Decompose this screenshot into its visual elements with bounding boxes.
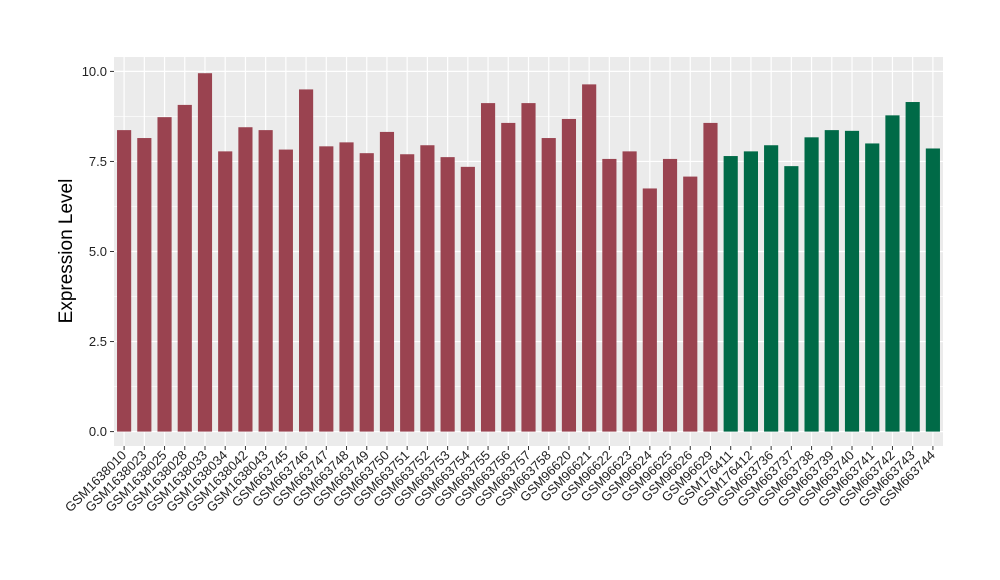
bar-GSM663747: [319, 146, 334, 432]
bar-GSM663756: [501, 122, 516, 432]
bar-GSM96624: [642, 188, 657, 432]
bar-GSM663740: [844, 130, 860, 432]
bar-GSM96629: [703, 122, 718, 432]
y-tick-label: 5.0: [89, 244, 107, 259]
bar-GSM663757: [521, 103, 536, 432]
bar-GSM663739: [824, 130, 839, 432]
bar-GSM663746: [299, 89, 314, 432]
bar-GSM663736: [764, 145, 779, 432]
bar-GSM663749: [359, 153, 374, 432]
bar-GSM663748: [339, 142, 354, 432]
y-tick-label: 0.0: [89, 424, 107, 439]
bar-GSM663753: [440, 157, 455, 432]
bar-GSM663750: [379, 131, 395, 432]
bar-GSM96623: [622, 151, 637, 432]
bar-GSM663752: [420, 145, 435, 432]
bar-GSM1638025: [157, 117, 172, 432]
bar-GSM1638042: [238, 127, 253, 432]
bars: [117, 73, 940, 432]
bar-GSM96621: [582, 84, 597, 432]
bar-GSM663754: [460, 166, 475, 432]
y-tick-label: 7.5: [89, 154, 107, 169]
x-axis: GSM1638010GSM1638023GSM1638025GSM1638028…: [62, 446, 938, 515]
bar-GSM663751: [400, 154, 415, 432]
bar-GSM96622: [602, 158, 617, 432]
bar-GSM663745: [278, 149, 293, 432]
bar-GSM663758: [541, 138, 556, 432]
bar-GSM96626: [683, 176, 698, 432]
bar-GSM663738: [804, 137, 819, 432]
bar-GSM1638028: [177, 104, 192, 432]
bar-GSM663742: [885, 115, 900, 432]
bar-GSM96625: [662, 158, 678, 432]
bar-GSM1638033: [197, 73, 213, 432]
bar-GSM96620: [561, 118, 577, 432]
bar-GSM663743: [905, 102, 920, 432]
bar-GSM176412: [743, 151, 758, 432]
bar-GSM663737: [784, 166, 799, 432]
bar-GSM663741: [865, 143, 880, 432]
bar-GSM663744: [925, 148, 940, 432]
bar-GSM1638034: [218, 151, 233, 432]
y-axis: 0.0 2.5 5.0 7.5 10.0: [82, 64, 114, 439]
bar-GSM1638010: [117, 130, 132, 432]
bar-GSM1638023: [137, 138, 152, 432]
y-tick-label: 2.5: [89, 334, 107, 349]
bar-GSM1638043: [258, 130, 273, 432]
bar-GSM663755: [480, 103, 496, 432]
y-axis-title: Expression Level: [56, 179, 77, 324]
bar-GSM176411: [723, 156, 738, 432]
y-tick-label: 10.0: [82, 64, 107, 79]
